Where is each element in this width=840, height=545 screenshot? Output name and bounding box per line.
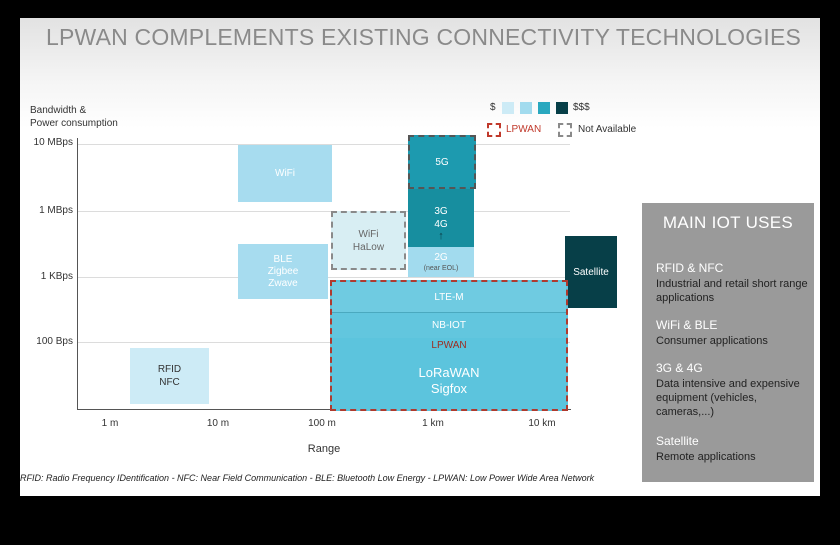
legend-not-available-label: Not Available — [578, 124, 637, 135]
slide: LPWAN COMPLEMENTS EXISTING CONNECTIVITY … — [20, 18, 820, 496]
legend-lpwan-label: LPWAN — [506, 124, 542, 135]
use-description: Data intensive and expensive equipment (… — [656, 378, 800, 418]
wifi-halow-box: WiFi HaLow — [331, 211, 406, 270]
use-description: Remote applications — [656, 451, 756, 463]
lte-m-band: LTE-M — [332, 282, 566, 312]
use-heading: Satellite — [656, 434, 699, 448]
ble-label: Zwave — [268, 277, 298, 289]
sigfox-label: Sigfox — [430, 380, 468, 396]
4g-label: 4G — [434, 219, 448, 230]
slide-title: LPWAN COMPLEMENTS EXISTING CONNECTIVITY … — [46, 24, 802, 50]
use-heading: RFID & NFC — [656, 261, 724, 275]
5g-label: 5G — [435, 156, 449, 168]
rfid-box: RFID NFC — [130, 348, 209, 404]
wifi-box: WiFi — [238, 145, 332, 202]
gridline — [78, 211, 570, 212]
band-divider — [332, 312, 566, 313]
lorawan-label: LoRaWAN — [418, 364, 480, 380]
lte-m-label: LTE-M — [434, 291, 464, 303]
lpwan-tag-label: LPWAN — [431, 339, 467, 351]
ble-label: BLE — [273, 253, 293, 265]
legend-cost-high: $$$ — [573, 102, 590, 113]
satellite-label: Satellite — [573, 266, 609, 278]
y-tick-label: 100 Bps — [36, 336, 73, 347]
footnote: RFID: Radio Frequency IDentification - N… — [20, 473, 595, 483]
legend-lpwan-swatch — [487, 123, 501, 137]
x-axis-line — [77, 409, 571, 410]
y-tick-label: 1 MBps — [39, 205, 73, 216]
gridline — [78, 342, 570, 343]
ble-box: BLE Zigbee Zwave — [238, 244, 328, 299]
nb-iot-band: NB-IOT — [332, 313, 566, 338]
lpwan-region: LTE-M NB-IOT LPWAN LoRaWAN Sigfox — [330, 280, 568, 411]
lpwan-tag: LPWAN — [332, 338, 566, 352]
x-tick-label: 100 m — [308, 418, 336, 429]
use-description: Industrial and retail short range applic… — [656, 278, 808, 304]
3g-4g-box: 3G 4G ↑ — [408, 189, 474, 247]
x-tick-label: 10 km — [528, 418, 556, 429]
legend-swatch — [556, 102, 568, 114]
legend-swatch — [520, 102, 532, 114]
y-tick-label: 10 MBps — [33, 137, 73, 148]
lorawan-band: LoRaWAN Sigfox — [332, 352, 566, 409]
main-iot-uses-title: MAIN IOT USES — [662, 213, 794, 232]
x-axis-title: Range — [307, 443, 341, 455]
3g-label: 3G — [434, 206, 448, 217]
nb-iot-label: NB-IOT — [432, 320, 466, 331]
legend-swatch — [538, 102, 550, 114]
legend-swatch — [502, 102, 514, 114]
main-iot-uses-panel: MAIN IOT USES RFID & NFC Industrial and … — [642, 203, 814, 482]
y-axis-title-line: Power consumption — [30, 118, 118, 129]
2g-box: 2G (near EOL) — [408, 247, 474, 277]
legend-cost-low: $ — [490, 102, 496, 113]
x-tick-label: 1 m — [101, 418, 119, 429]
y-axis-title: Bandwidth & Power consumption — [30, 104, 118, 130]
use-description: Consumer applications — [656, 335, 768, 347]
legend-not-available-swatch — [558, 123, 572, 137]
wifi-halow-label: WiFi — [358, 228, 379, 240]
2g-label: 2G — [434, 252, 448, 263]
rfid-label: RFID — [157, 364, 182, 375]
y-axis-title-line: Bandwidth & — [30, 105, 87, 116]
2g-note: (near EOL) — [423, 265, 459, 272]
rfid-label: NFC — [159, 377, 180, 388]
x-tick-label: 1 km — [422, 418, 444, 429]
y-tick-label: 1 KBps — [40, 271, 73, 282]
ble-label: Zigbee — [267, 265, 299, 277]
gridline — [78, 144, 570, 145]
y-axis-line — [77, 138, 78, 410]
use-heading: 3G & 4G — [656, 361, 703, 375]
arrow-up-icon: ↑ — [438, 230, 444, 242]
x-tick-label: 10 m — [206, 418, 230, 429]
use-heading: WiFi & BLE — [656, 318, 718, 332]
5g-box: 5G — [408, 135, 476, 189]
wifi-label: WiFi — [275, 168, 295, 179]
satellite-box: Satellite — [565, 236, 617, 308]
wifi-halow-label: HaLow — [352, 241, 385, 253]
